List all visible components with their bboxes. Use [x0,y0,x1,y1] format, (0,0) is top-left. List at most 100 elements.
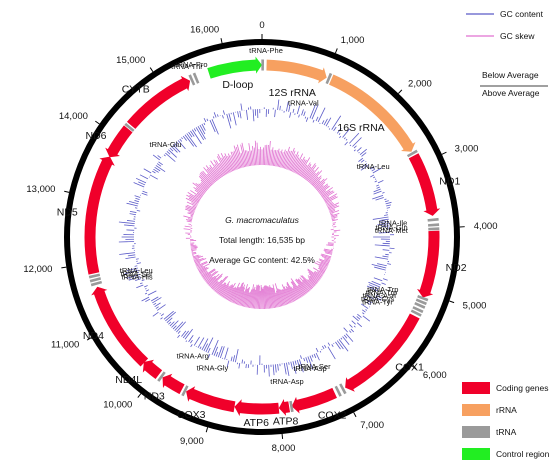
gc-skew-bar [198,266,206,272]
gc-skew-bar [183,228,191,230]
gc-content-bar [126,267,138,272]
trna-label: tRNA-Pro [175,60,207,69]
gc-content-bar [382,192,385,194]
gc-content-bar [172,325,177,330]
gc-content-bar [217,114,219,117]
gc-content-bar [373,176,376,179]
gc-content-bar [358,151,360,154]
gc-skew-bar [214,275,229,292]
gc-content-bar [357,313,362,318]
gc-content-bar [166,317,173,323]
gc-skew-bar [328,204,338,210]
gc-skew-bar [318,265,327,271]
gc-content-bar [152,311,159,317]
tick-label: 11,000 [51,340,79,351]
tick-label: 8,000 [272,443,296,454]
gc-content-bar [153,168,159,173]
gc-skew-bar [321,256,331,260]
gc-content-bar [327,126,329,128]
gc-content-bar [349,330,352,333]
gc-skew-bar [196,261,208,267]
trna-label: tRNA-Ile [379,218,407,227]
gc-skew-bar [206,275,216,284]
gc-skew-bar [188,197,199,204]
trna-block [334,385,342,397]
trna-label: tRNA-Leu [357,162,390,171]
gc-content-bar [184,134,195,147]
gc-skew-bar [287,286,296,302]
gc-content-bar [126,220,136,222]
gc-skew-bar [190,216,193,218]
trna-block [412,306,424,314]
tick-mark [95,120,100,125]
gc-skew-bar [329,210,340,214]
gc-skew-bar [270,287,275,308]
gc-content-bar [312,119,315,123]
gc-skew-bar [283,286,292,303]
gc-skew-bar [277,149,283,167]
legend-swatch [462,382,490,394]
gc-content-bar [331,344,334,347]
gc-content-bar [370,174,375,178]
gc-content-bar [382,255,389,258]
feature-cox3 [186,386,236,413]
trna-block [414,302,426,309]
gc-skew-bar [194,194,202,200]
tick-label: 14,000 [59,111,88,122]
gc-content-bar [163,310,174,320]
gc-content-bar [134,195,141,198]
gc-content-bar [374,256,389,260]
gc-skew-bar [295,278,308,294]
gc-content-bar [362,312,365,315]
gc-content-bar [361,152,367,157]
gc-content-bar [377,263,387,267]
gc-skew-bar [287,150,296,170]
gc-skew-bar [228,287,237,302]
gc-skew-bar [298,157,311,176]
feature-legend: Coding genes rRNA tRNA Control region [462,382,550,460]
feature-cytb [126,75,191,129]
gc-skew-bar [324,248,333,252]
trna-label: tRNA-Ser [299,362,332,371]
gc-content-bar [174,321,184,331]
gc-skew-bar [264,285,268,309]
gc-skew-bar [221,286,230,297]
gc-content-bar [153,302,157,306]
gc-content-bar [343,137,346,140]
feature-label: ND4L [115,374,142,386]
gc-skew-bar [186,204,196,210]
tick-label: 13,000 [26,184,55,195]
trna-label: tRNA-Glu [150,140,182,149]
gc-content-bar [309,104,316,119]
gc-content-bar [232,112,237,126]
trna-block [90,280,103,287]
gc-skew-bar [297,284,306,295]
gc-content-bar [283,362,287,375]
feature-label: COX1 [395,362,424,374]
trna-label: tRNA-Asp [270,377,303,386]
feature-label: COX3 [177,409,206,421]
gc-content-bar [234,349,239,363]
gc-skew-bar [270,147,274,166]
gc-skew-bar [188,211,195,214]
gc-content-bar [147,290,157,296]
tick-mark [86,337,92,341]
gc-content-bar [176,141,179,145]
gc-skew-bar [281,288,289,305]
gc-content-bar [185,340,188,343]
gc-content-bar [145,298,151,302]
gc-content-bar [134,200,140,203]
gc-skew-bar [213,159,225,177]
gc-skew-bar [222,285,231,298]
gc-skew-bar [226,287,235,301]
gc-skew-bar [199,172,213,186]
gc-content-bar [360,303,369,309]
trna-block [428,223,440,227]
gc-content-bar [375,294,382,299]
trna-features: tRNA-Phe tRNA-Val tRNA-Leu tRNA-IletRNA-Gln… [88,46,440,413]
gc-skew-bar [331,218,336,220]
gc-content-bar [129,213,137,216]
gc-content-bar [339,135,342,139]
gc-content-bar [136,262,142,265]
gc-skew-bar [292,157,300,172]
